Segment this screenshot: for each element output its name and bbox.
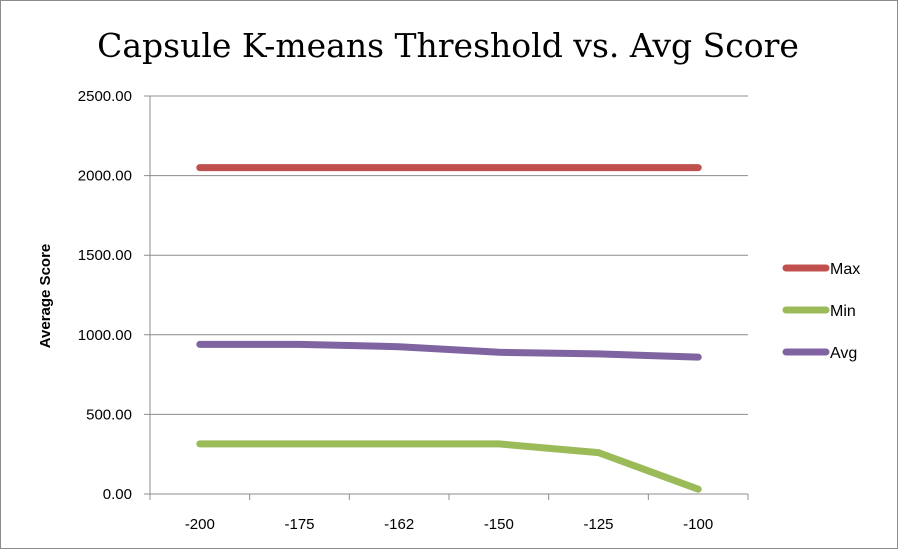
x-tick-labels: -200 -175 -162 -150 -125 -100: [185, 516, 713, 533]
y-tick-labels: 0.00 500.00 1000.00 1500.00 2000.00 2500.00: [78, 88, 132, 503]
chart-title: Capsule K-means Threshold vs. Avg Score: [97, 26, 799, 65]
legend-label-avg: Avg: [830, 345, 857, 362]
legend-label-max: Max: [830, 261, 860, 278]
x-tick-label: -200: [185, 516, 215, 533]
y-tick-label: 2000.00: [78, 168, 132, 185]
series-line-min: [196, 440, 702, 493]
y-axis-label: Average Score: [37, 244, 54, 349]
legend: Max Min Avg: [782, 261, 860, 362]
y-tick-label: 2500.00: [78, 88, 132, 105]
x-tick-label: -162: [384, 516, 414, 533]
y-tick-label: 500.00: [86, 406, 132, 423]
legend-label-min: Min: [830, 303, 856, 320]
x-tick-label: -150: [484, 516, 514, 533]
x-tick-label: -175: [284, 516, 314, 533]
series-line-avg: [196, 340, 702, 361]
gridlines: [144, 95, 748, 415]
y-tick-label: 0.00: [103, 486, 132, 503]
series-lines: [196, 164, 702, 493]
y-tick-label: 1000.00: [78, 327, 132, 344]
y-tick-label: 1500.00: [78, 247, 132, 264]
x-tick-label: -100: [683, 516, 713, 533]
x-tick-label: -125: [583, 516, 613, 533]
axes: [144, 96, 749, 500]
